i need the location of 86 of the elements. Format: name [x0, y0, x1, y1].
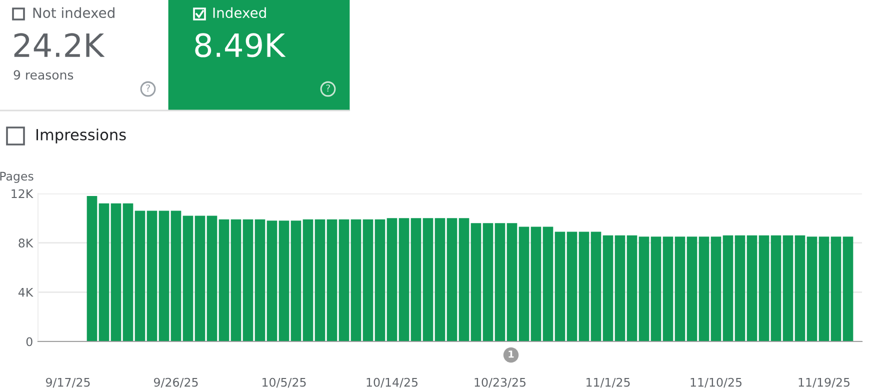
bar [266, 220, 278, 342]
bar [614, 235, 626, 342]
bar [674, 236, 686, 342]
bar [374, 219, 386, 342]
bar [758, 235, 770, 342]
bar [482, 223, 494, 342]
bar [470, 223, 482, 342]
bar [278, 220, 290, 342]
bar [86, 196, 98, 342]
text: 8.49K [195, 33, 286, 58]
x-tick-label: 10/14/25 [366, 378, 418, 388]
text: Indexed [213, 7, 266, 18]
x-tick-label: 10/23/25 [474, 378, 526, 388]
bar [734, 235, 746, 342]
bar [218, 219, 230, 342]
bar [242, 219, 254, 342]
text: 1 [508, 350, 514, 358]
bar [566, 232, 578, 342]
bar [770, 235, 782, 342]
bar [830, 236, 842, 342]
bar [302, 219, 314, 342]
text: Impressions [36, 128, 126, 144]
bar [458, 218, 470, 342]
bar [794, 235, 806, 342]
bar [434, 218, 446, 342]
x-tick-label: 11/1/25 [586, 378, 630, 388]
bar [326, 219, 338, 342]
text: ? [146, 84, 150, 92]
bar [626, 235, 638, 342]
bar [170, 210, 182, 342]
bar [110, 203, 122, 342]
text: Not indexed [33, 7, 114, 18]
bar [254, 219, 266, 342]
x-tick-label: 10/5/25 [262, 378, 306, 388]
bar [314, 219, 326, 342]
bar [182, 216, 194, 342]
bar [290, 220, 302, 342]
bar [230, 219, 242, 342]
bar [422, 218, 434, 342]
bar [338, 219, 350, 342]
bar [494, 223, 506, 342]
bar [806, 236, 818, 342]
bar [146, 210, 158, 342]
bar [842, 236, 854, 342]
bar [506, 223, 518, 342]
text: 9 reasons [14, 70, 74, 80]
bar [602, 235, 614, 342]
bar [446, 218, 458, 342]
x-tick-label: 11/10/25 [690, 378, 742, 388]
y-tick-label: 8K [18, 238, 34, 248]
y-axis-title: Pages [0, 172, 34, 183]
x-tick-label: 11/19/25 [798, 378, 850, 388]
bar [662, 236, 674, 342]
bar [746, 235, 758, 342]
text: 24.2K [14, 33, 105, 57]
bar [194, 216, 206, 342]
bar [590, 232, 602, 342]
y-tick-label: 0 [26, 337, 32, 346]
bar [206, 216, 218, 342]
bar [362, 219, 374, 342]
bar [518, 226, 530, 342]
text: ? [326, 84, 330, 92]
y-tick-label: 4K [18, 288, 34, 297]
bar [122, 203, 134, 342]
bar [542, 226, 554, 342]
bar [650, 236, 662, 342]
bar [398, 218, 410, 342]
bar [782, 235, 794, 342]
bar [98, 203, 110, 342]
bar [578, 232, 590, 342]
bar [530, 226, 542, 342]
bar [638, 236, 650, 342]
bar [698, 236, 710, 342]
x-tick-label: 9/26/25 [154, 378, 198, 388]
bar [158, 210, 170, 342]
bar [350, 219, 362, 342]
bar [410, 218, 422, 342]
bar [686, 236, 698, 342]
bar [386, 218, 398, 342]
bar [710, 236, 722, 342]
bar [134, 210, 146, 342]
y-tick-label: 12K [12, 189, 34, 198]
x-tick-label: 9/17/25 [46, 378, 90, 388]
bar [722, 235, 734, 342]
bar [554, 232, 566, 342]
bar [818, 236, 830, 342]
